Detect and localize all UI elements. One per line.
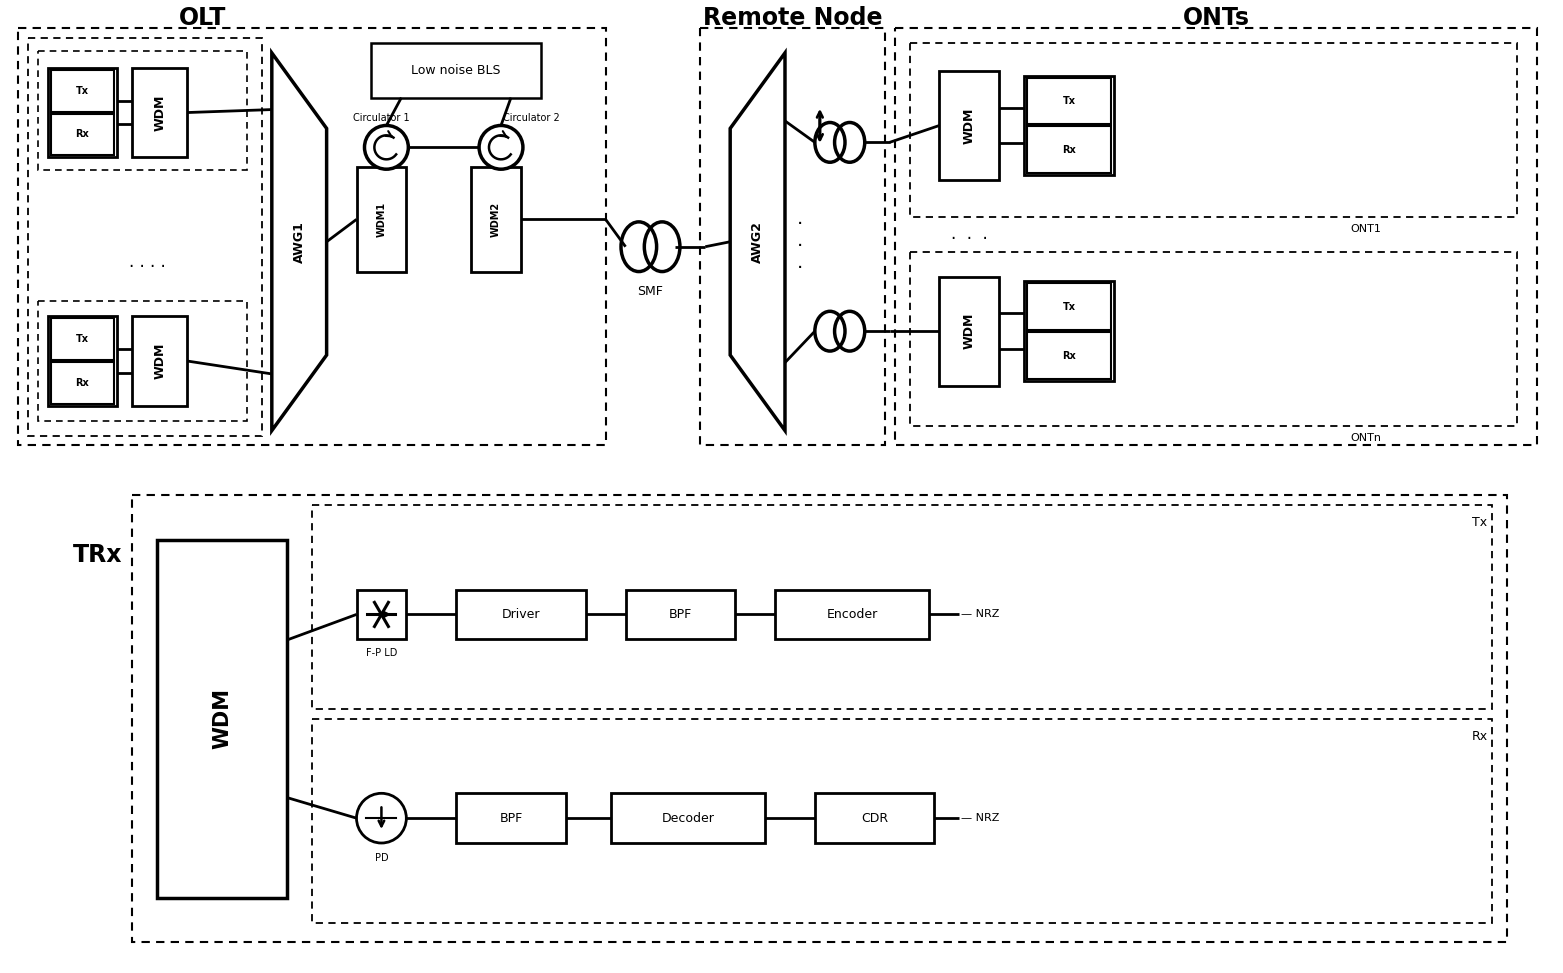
- Text: Remote Node: Remote Node: [703, 6, 882, 30]
- Bar: [133, 316, 188, 406]
- Bar: [17, 28, 605, 446]
- Text: Low noise BLS: Low noise BLS: [411, 64, 500, 77]
- Circle shape: [480, 126, 524, 169]
- Text: Rx: Rx: [1471, 730, 1488, 743]
- Text: CDR: CDR: [861, 811, 888, 825]
- Bar: [1027, 126, 1111, 173]
- Text: ONT1: ONT1: [1350, 224, 1380, 234]
- Bar: [1027, 78, 1111, 125]
- Text: AWG2: AWG2: [752, 221, 764, 263]
- Text: AWG1: AWG1: [292, 221, 306, 263]
- Text: WDM: WDM: [963, 313, 975, 349]
- Bar: [939, 71, 999, 180]
- Bar: [611, 793, 764, 843]
- Text: ONTn: ONTn: [1350, 433, 1382, 443]
- Text: Rx: Rx: [75, 129, 89, 139]
- Bar: [133, 68, 188, 158]
- Text: WDM: WDM: [153, 94, 166, 130]
- Bar: [133, 495, 1507, 943]
- Bar: [625, 590, 735, 639]
- Circle shape: [356, 793, 406, 843]
- Bar: [50, 318, 114, 360]
- Bar: [28, 38, 263, 436]
- Text: WDM: WDM: [213, 688, 231, 749]
- Text: TRx: TRx: [73, 543, 122, 567]
- Text: Driver: Driver: [502, 608, 541, 621]
- Text: Tx: Tx: [1063, 302, 1075, 311]
- Text: Rx: Rx: [1063, 145, 1075, 155]
- Text: Circulator 2: Circulator 2: [503, 113, 560, 123]
- Text: Tx: Tx: [77, 86, 89, 95]
- Bar: [910, 252, 1518, 425]
- Text: · · · ·: · · · ·: [128, 258, 166, 275]
- Polygon shape: [272, 53, 327, 431]
- Bar: [311, 719, 1493, 922]
- Text: ·  ·  ·: · · ·: [950, 230, 988, 248]
- Polygon shape: [730, 53, 785, 431]
- Text: WDM1: WDM1: [377, 201, 386, 237]
- Text: OLT: OLT: [178, 6, 225, 30]
- Text: F-P LD: F-P LD: [366, 648, 397, 658]
- Bar: [775, 590, 930, 639]
- Bar: [47, 68, 117, 158]
- Bar: [356, 590, 406, 639]
- Bar: [1027, 332, 1111, 378]
- Bar: [47, 316, 117, 406]
- Text: Rx: Rx: [1063, 350, 1075, 361]
- Text: PD: PD: [375, 853, 388, 863]
- Text: BPF: BPF: [499, 811, 522, 825]
- Text: Encoder: Encoder: [827, 608, 878, 621]
- Circle shape: [364, 126, 408, 169]
- Bar: [894, 28, 1538, 446]
- Bar: [939, 276, 999, 386]
- Text: BPF: BPF: [669, 608, 692, 621]
- Text: — NRZ: — NRZ: [961, 609, 1000, 620]
- Bar: [1027, 283, 1111, 330]
- Bar: [38, 302, 247, 420]
- Bar: [50, 114, 114, 156]
- Text: SMF: SMF: [638, 285, 663, 298]
- Bar: [50, 362, 114, 404]
- Bar: [38, 51, 247, 170]
- Text: WDM2: WDM2: [491, 201, 502, 237]
- Text: Rx: Rx: [75, 378, 89, 388]
- Bar: [700, 28, 885, 446]
- Text: Tx: Tx: [1063, 96, 1075, 106]
- Bar: [456, 590, 586, 639]
- Text: Tx: Tx: [1472, 517, 1488, 529]
- Bar: [1024, 76, 1114, 175]
- Bar: [1024, 281, 1114, 380]
- Bar: [372, 43, 541, 97]
- Bar: [470, 167, 520, 271]
- Bar: [910, 43, 1518, 217]
- Text: Decoder: Decoder: [661, 811, 714, 825]
- Text: — NRZ: — NRZ: [961, 813, 1000, 823]
- Bar: [814, 793, 935, 843]
- Bar: [158, 540, 286, 898]
- Text: WDM: WDM: [153, 342, 166, 379]
- Text: Circulator 1: Circulator 1: [353, 113, 410, 123]
- Text: ONTs: ONTs: [1183, 6, 1249, 30]
- Text: WDM: WDM: [963, 107, 975, 144]
- Bar: [311, 505, 1493, 709]
- Bar: [356, 167, 406, 271]
- Text: ·
·
·: · · ·: [797, 215, 803, 278]
- Bar: [456, 793, 566, 843]
- Text: Tx: Tx: [77, 334, 89, 344]
- Bar: [50, 70, 114, 112]
